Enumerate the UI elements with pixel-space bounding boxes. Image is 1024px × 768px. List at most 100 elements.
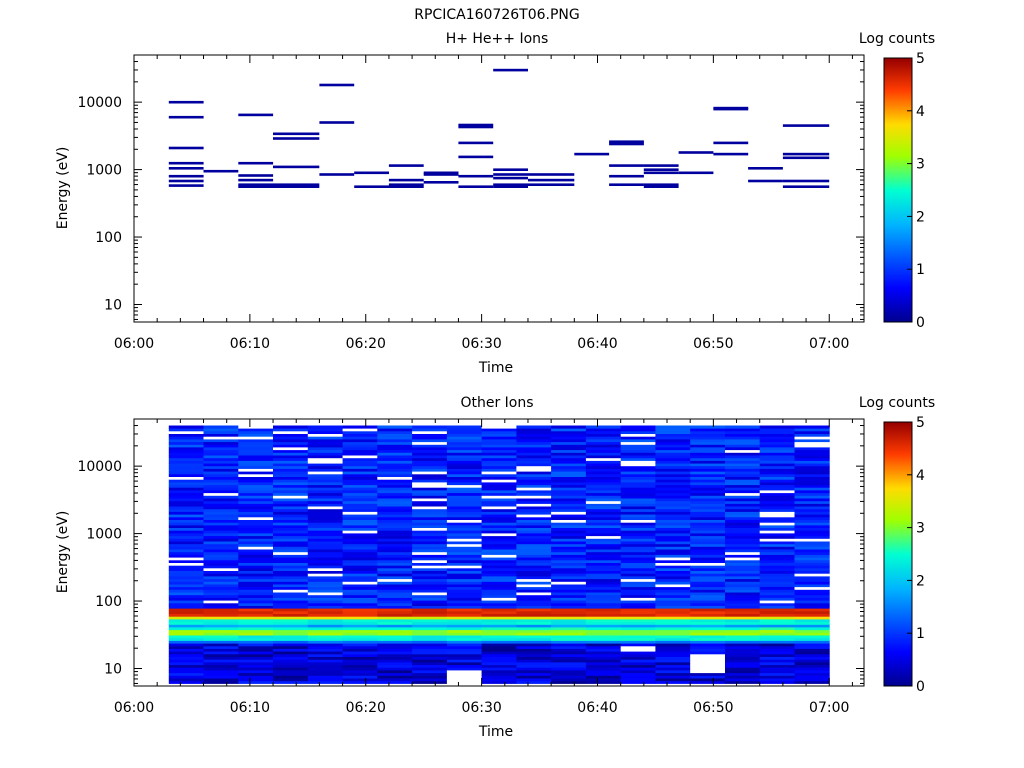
data-cell xyxy=(725,562,761,566)
data-cell xyxy=(203,535,239,539)
data-cell xyxy=(690,640,726,644)
data-cell xyxy=(342,549,378,553)
data-cell xyxy=(342,680,378,684)
data-cell xyxy=(516,522,552,526)
data-cell xyxy=(609,140,644,143)
data-cell xyxy=(794,449,830,453)
data-cell xyxy=(516,680,552,684)
data-cell xyxy=(585,608,622,612)
data-cell xyxy=(690,594,726,598)
data-cell xyxy=(342,543,378,547)
data-cell xyxy=(655,468,691,472)
data-cell xyxy=(655,578,691,582)
data-cell xyxy=(620,535,656,539)
data-cell xyxy=(446,430,483,434)
data-cell xyxy=(759,656,795,660)
data-cell xyxy=(446,640,483,644)
colorbar-segment xyxy=(884,642,912,645)
colorbar-segment xyxy=(884,214,912,217)
data-cell xyxy=(759,643,795,647)
data-cell xyxy=(690,492,726,496)
data-cell xyxy=(377,586,413,590)
data-cell xyxy=(725,581,761,585)
data-cell xyxy=(725,680,761,684)
colorbar-segment xyxy=(884,558,912,561)
data-cell xyxy=(412,473,448,477)
data-cell xyxy=(377,645,413,649)
data-cell xyxy=(377,546,413,550)
colorbar-segment xyxy=(884,316,912,319)
data-cell xyxy=(319,173,355,176)
colorbar-segment xyxy=(884,646,912,649)
data-cell xyxy=(655,522,691,526)
data-cell xyxy=(342,506,378,510)
data-cell xyxy=(203,578,239,582)
data-cell xyxy=(412,576,448,580)
data-cell xyxy=(620,659,656,663)
data-cell xyxy=(585,433,622,437)
data-cell xyxy=(168,533,204,537)
data-cell xyxy=(446,651,483,655)
data-cell xyxy=(725,484,761,488)
data-cell xyxy=(585,584,622,588)
data-cell xyxy=(794,581,830,585)
data-cell xyxy=(412,637,448,641)
data-cell xyxy=(794,635,830,639)
colorbar-segment xyxy=(884,574,912,577)
data-cell xyxy=(307,492,343,496)
data-cell xyxy=(516,447,552,451)
data-cell xyxy=(725,635,761,639)
data-cell xyxy=(620,495,656,499)
data-cell xyxy=(481,600,517,604)
data-cell xyxy=(655,562,691,566)
data-cell xyxy=(412,511,448,515)
data-cell xyxy=(377,441,413,445)
data-cell xyxy=(585,551,622,555)
data-cell xyxy=(307,533,343,537)
data-cell xyxy=(725,457,761,461)
data-cell xyxy=(794,476,830,480)
data-cell xyxy=(203,447,239,451)
data-cell xyxy=(377,428,413,432)
colorbar-segment xyxy=(884,278,912,281)
data-cell xyxy=(203,506,239,510)
data-cell xyxy=(725,516,761,520)
data-cell xyxy=(690,557,726,561)
data-cell xyxy=(643,168,679,171)
data-cell xyxy=(273,455,309,459)
data-cell xyxy=(342,635,378,639)
data-cell xyxy=(203,546,239,550)
data-cell xyxy=(655,444,691,448)
data-cell xyxy=(203,522,239,526)
data-cell xyxy=(342,554,378,558)
data-cell xyxy=(412,624,448,628)
data-cell xyxy=(273,594,309,598)
data-cell xyxy=(551,648,587,652)
data-cell xyxy=(620,594,656,598)
data-cell xyxy=(620,433,656,437)
data-cell xyxy=(377,471,413,475)
data-cell xyxy=(203,600,239,604)
data-cell xyxy=(412,457,448,461)
y-axis-label: Energy (eV) xyxy=(55,147,71,230)
data-cell xyxy=(273,664,309,668)
data-cell xyxy=(516,667,552,671)
data-cell xyxy=(203,672,239,676)
data-cell xyxy=(342,457,378,461)
data-cell xyxy=(759,433,795,437)
colorbar-frame xyxy=(883,421,913,687)
data-cell xyxy=(238,619,274,623)
data-cell xyxy=(585,455,622,459)
colorbar-segment xyxy=(884,634,912,637)
data-cell xyxy=(307,436,343,440)
colorbar-segment xyxy=(884,636,912,639)
data-cell xyxy=(377,444,413,448)
data-cell xyxy=(203,441,239,445)
data-cell xyxy=(585,643,622,647)
data-cell xyxy=(690,538,726,542)
colorbar-segment xyxy=(884,72,912,75)
data-cell xyxy=(585,465,622,469)
data-cell xyxy=(794,621,830,625)
colorbar-segment xyxy=(884,656,912,659)
data-cell xyxy=(481,487,517,491)
